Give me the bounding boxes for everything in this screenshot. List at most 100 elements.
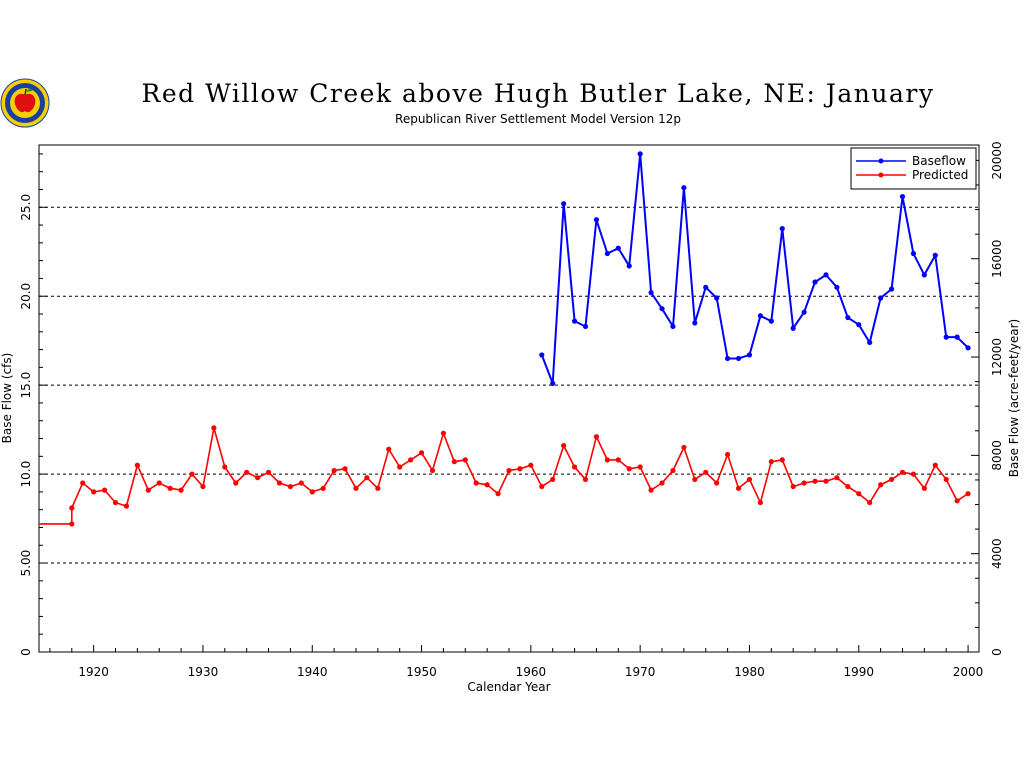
data-point-baseflow: [888, 286, 895, 292]
data-point-baseflow: [604, 250, 610, 257]
data-point-predicted: [539, 483, 545, 490]
data-point-baseflow: [943, 334, 949, 340]
y-tick-label: 10.0: [19, 461, 33, 488]
series-layer: [39, 151, 971, 527]
data-point-predicted: [681, 444, 687, 451]
x-tick-label: 1940: [297, 665, 328, 679]
data-point-predicted: [626, 466, 632, 472]
y2-tick-label: 16000: [990, 240, 1004, 278]
data-point-predicted: [965, 491, 971, 497]
y-tick-label: 15.0: [19, 372, 33, 399]
data-point-predicted: [101, 487, 108, 493]
data-point-predicted: [473, 480, 479, 486]
data-point-predicted: [484, 482, 490, 488]
data-point-predicted: [353, 485, 359, 491]
data-point-predicted: [255, 475, 261, 481]
legend-marker-baseflow: [878, 158, 884, 164]
data-point-predicted: [178, 487, 184, 493]
data-point-predicted: [582, 476, 589, 483]
data-point-predicted: [561, 443, 567, 449]
data-point-predicted: [375, 485, 381, 491]
data-point-predicted: [746, 476, 753, 483]
data-point-predicted: [80, 480, 86, 486]
data-point-predicted: [812, 478, 818, 484]
x-tick-label: 2000: [953, 665, 984, 679]
y-axis-left: 0 5.00 10.0 15.0 20.0 25.0: [19, 153, 47, 656]
data-point-predicted: [932, 462, 938, 468]
data-point-baseflow: [746, 352, 753, 358]
data-point-predicted: [189, 471, 195, 477]
data-point-predicted: [790, 483, 796, 490]
data-point-predicted: [462, 457, 468, 463]
data-point-baseflow: [812, 279, 818, 285]
data-point-baseflow: [823, 272, 829, 278]
data-point-baseflow: [965, 345, 971, 351]
data-point-baseflow: [561, 201, 567, 207]
data-point-baseflow: [878, 295, 884, 301]
legend-box: [850, 147, 977, 190]
data-point-predicted: [123, 503, 130, 509]
data-point-baseflow: [757, 313, 763, 319]
data-point-baseflow: [648, 290, 654, 296]
legend-label-predicted: Predicted: [912, 168, 968, 182]
data-point-predicted: [386, 446, 392, 452]
data-point-baseflow: [856, 322, 862, 328]
x-tick-label: 1980: [734, 665, 765, 679]
x-tick-label: 1970: [625, 665, 656, 679]
y2-tick-label: 4000: [990, 538, 1004, 569]
data-point-predicted: [91, 489, 97, 495]
y2-tick-label: 0: [990, 648, 1004, 656]
data-point-predicted: [757, 499, 763, 506]
data-point-predicted: [834, 475, 840, 481]
y-tick-label: 20.0: [19, 283, 33, 310]
data-point-predicted: [593, 434, 600, 440]
data-point-predicted: [156, 480, 162, 486]
apple-seal-logo: [0, 78, 50, 128]
data-point-predicted: [878, 482, 884, 488]
data-point-baseflow: [932, 252, 938, 258]
data-point-predicted: [801, 480, 807, 486]
data-point-baseflow: [790, 325, 796, 331]
data-point-baseflow: [768, 318, 774, 324]
data-point-predicted: [211, 425, 217, 431]
plot-frame: [38, 144, 980, 653]
data-point-predicted: [867, 499, 873, 506]
data-point-baseflow: [735, 355, 742, 362]
data-point-baseflow: [615, 245, 621, 251]
chart-title: Red Willow Creek above Hugh Butler Lake,…: [142, 79, 935, 108]
y2-tick-label: 20000: [990, 141, 1004, 179]
data-point-baseflow: [899, 193, 906, 200]
data-point-baseflow: [670, 323, 676, 330]
data-point-predicted: [954, 498, 960, 504]
data-point-predicted: [517, 466, 523, 472]
data-point-predicted: [725, 451, 731, 458]
data-point-predicted: [342, 466, 348, 472]
chart-subtitle: Republican River Settlement Model Versio…: [395, 112, 681, 126]
series-line-baseflow: [540, 153, 969, 384]
data-point-predicted: [265, 469, 272, 475]
data-point-baseflow: [921, 272, 927, 278]
data-point-predicted: [134, 462, 140, 468]
data-point-baseflow: [703, 284, 709, 290]
x-tick-label: 1930: [188, 665, 219, 679]
y-tick-label: 5.00: [19, 550, 33, 577]
data-point-predicted: [888, 476, 895, 483]
data-point-baseflow: [779, 226, 785, 232]
data-point-baseflow: [626, 263, 632, 269]
gridlines: [39, 206, 979, 564]
data-point-predicted: [145, 487, 151, 493]
data-point-baseflow: [692, 320, 698, 326]
data-point-baseflow: [910, 250, 917, 257]
data-point-predicted: [550, 476, 556, 483]
data-point-predicted: [287, 483, 293, 490]
data-point-predicted: [320, 485, 326, 491]
data-point-predicted: [69, 521, 75, 527]
data-point-predicted: [167, 485, 173, 491]
y-tick-label: 25.0: [19, 194, 33, 221]
data-point-predicted: [943, 476, 949, 483]
data-point-predicted: [637, 464, 643, 470]
legend-label-baseflow: Baseflow: [912, 154, 966, 168]
logo: [0, 78, 52, 128]
data-point-predicted: [276, 480, 283, 486]
